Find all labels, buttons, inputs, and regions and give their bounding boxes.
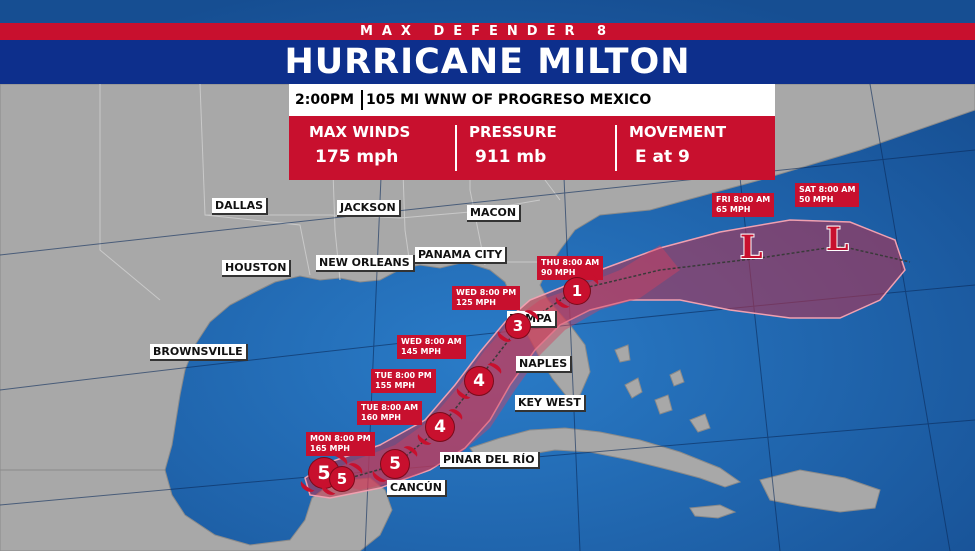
forecast-wind: 165 MPH	[310, 444, 351, 453]
forecast-time: TUE 8:00 PM	[375, 371, 432, 380]
forecast-label-thu-am: THU 8:00 AM 90 MPH	[537, 256, 604, 280]
forecast-wind: 125 MPH	[456, 298, 497, 307]
city-label-dallas: DALLAS	[212, 198, 269, 215]
forecast-time: WED 8:00 AM	[401, 337, 462, 346]
city-label-jackson: JACKSON	[337, 200, 401, 217]
hurricane-icon-tue-pm: 4	[426, 413, 454, 441]
stat-max-winds: MAX WINDS 175 mph	[289, 116, 455, 180]
advisory-location: 105 MI WNW OF PROGRESO MEXICO	[366, 92, 652, 108]
city-label-new-orleans: NEW ORLEANS	[316, 255, 415, 272]
forecast-label-fri-am: FRI 8:00 AM 65 MPH	[712, 193, 775, 217]
hurricane-icon-wed-pm: 3	[506, 314, 530, 338]
forecast-time: FRI 8:00 AM	[716, 195, 771, 204]
forecast-label-sat-am: SAT 8:00 AM 50 MPH	[795, 183, 860, 207]
hurricane-icon-thu-am: 1	[564, 278, 590, 304]
forecast-wind: 145 MPH	[401, 347, 442, 356]
hurricane-icon-wed-am: 4	[465, 367, 493, 395]
stat-pressure: PRESSURE 911 mb	[455, 116, 615, 180]
stat-value: E at 9	[635, 147, 690, 167]
advisory-time: 2:00PM	[289, 90, 363, 110]
stat-value: 911 mb	[475, 147, 547, 167]
storm-stats-panel: MAX WINDS 175 mph PRESSURE 911 mb MOVEME…	[289, 116, 775, 180]
forecast-label-tue-am: TUE 8:00 AM 160 MPH	[357, 401, 423, 425]
stat-value: 175 mph	[315, 147, 399, 167]
city-label-houston: HOUSTON	[222, 260, 292, 277]
storm-title: HURRICANE MILTON	[0, 40, 975, 84]
hurricane-icon-mon-pm: 5	[330, 467, 354, 491]
city-label-cancun: CANCÚN	[387, 480, 448, 497]
forecast-label-wed-pm: WED 8:00 PM 125 MPH	[452, 286, 521, 310]
bahamas-islands	[614, 344, 711, 433]
stat-label: PRESSURE	[469, 123, 557, 141]
jamaica-landmass	[689, 504, 737, 519]
forecast-label-mon-pm: MON 8:00 PM 165 MPH	[306, 432, 375, 456]
brand-bar: MAX DEFENDER 8	[0, 23, 975, 40]
forecast-time: TUE 8:00 AM	[361, 403, 419, 412]
city-label-brownsville: BROWNSVILLE	[150, 344, 248, 361]
city-label-key-west: KEY WEST	[515, 395, 586, 412]
city-label-macon: MACON	[467, 205, 522, 222]
forecast-wind: 50 MPH	[799, 195, 834, 204]
forecast-label-wed-am: WED 8:00 AM 145 MPH	[397, 335, 466, 359]
forecast-wind: 160 MPH	[361, 413, 402, 422]
city-label-naples: NAPLES	[516, 356, 573, 373]
us-landmass	[0, 83, 975, 471]
forecast-wind: 155 MPH	[375, 381, 416, 390]
low-pressure-icon-fri: L	[740, 228, 763, 266]
forecast-cone	[304, 219, 906, 499]
stat-label: MOVEMENT	[629, 123, 727, 141]
forecast-time: THU 8:00 AM	[541, 258, 600, 267]
stat-label: MAX WINDS	[309, 123, 411, 141]
stat-movement: MOVEMENT E at 9	[615, 116, 775, 180]
hispaniola-landmass	[759, 469, 881, 513]
forecast-label-tue-pm: TUE 8:00 PM 155 MPH	[371, 369, 436, 393]
city-label-panama-city: PANAMA CITY	[415, 247, 508, 264]
low-pressure-icon-sat: L	[826, 220, 849, 258]
forecast-time: SAT 8:00 AM	[799, 185, 856, 194]
city-label-pinar-del-rio: PINAR DEL RÍO	[440, 452, 540, 469]
forecast-time: MON 8:00 PM	[310, 434, 371, 443]
forecast-time: WED 8:00 PM	[456, 288, 517, 297]
forecast-wind: 65 MPH	[716, 205, 751, 214]
forecast-wind: 90 MPH	[541, 268, 576, 277]
advisory-bar: 2:00PM 105 MI WNW OF PROGRESO MEXICO	[289, 84, 775, 116]
hurricane-icon-tue-am: 5	[381, 450, 409, 478]
